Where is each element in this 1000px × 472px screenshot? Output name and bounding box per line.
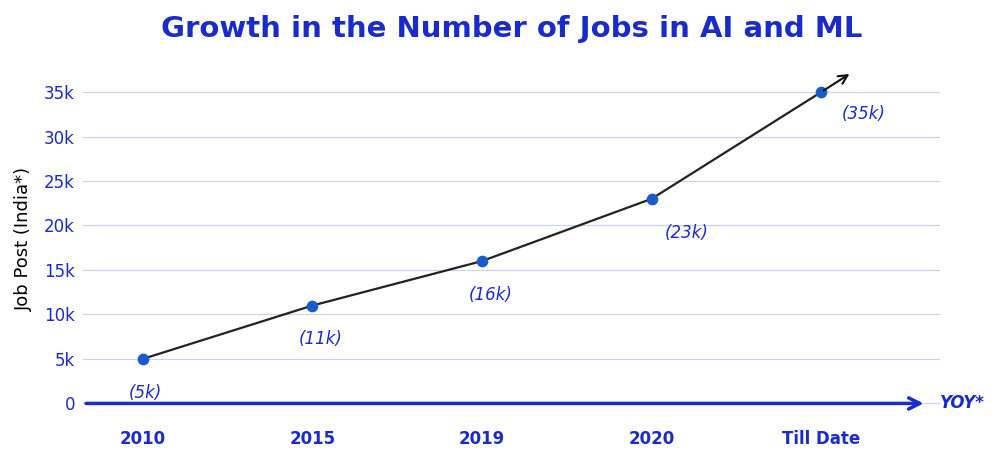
Point (474, 257, 490, 265)
Text: (5k): (5k) (129, 384, 162, 402)
Text: (11k): (11k) (299, 330, 343, 348)
Point (813, 88, 829, 96)
Text: (23k): (23k) (665, 224, 709, 242)
Y-axis label: Job Post (India*): Job Post (India*) (15, 167, 33, 311)
Point (304, 302, 320, 309)
Text: (35k): (35k) (842, 105, 885, 123)
Text: (16k): (16k) (468, 286, 512, 304)
Point (135, 355, 151, 362)
Text: YOY*: YOY* (940, 395, 985, 413)
Title: Growth in the Number of Jobs in AI and ML: Growth in the Number of Jobs in AI and M… (161, 15, 862, 43)
Point (644, 195, 660, 202)
